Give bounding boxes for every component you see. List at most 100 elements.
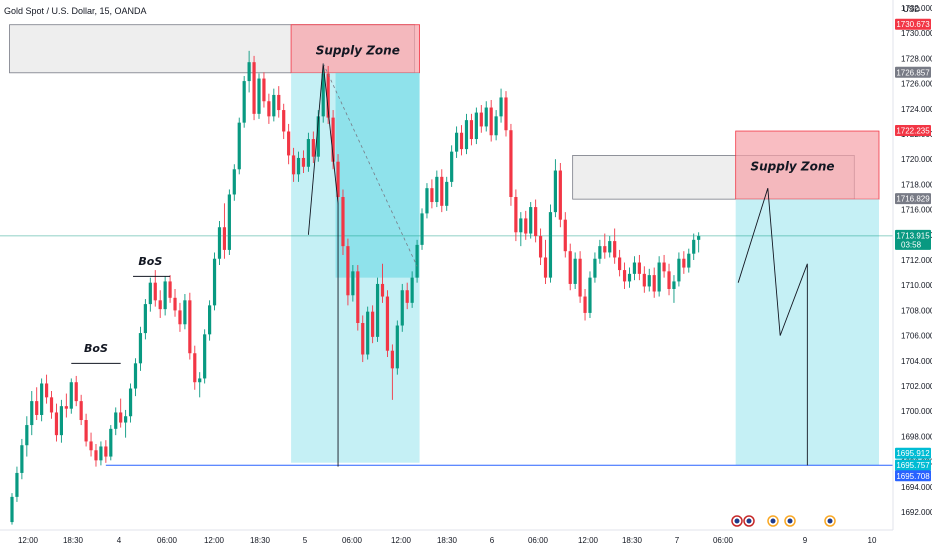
- candle: [148, 277, 152, 312]
- candle-body: [84, 420, 88, 442]
- price-tag-text: 1695.708: [896, 472, 930, 481]
- price-tag: 1695.912: [895, 447, 931, 459]
- candle-body: [573, 258, 577, 284]
- candle-body: [366, 311, 370, 355]
- candle-body: [351, 271, 355, 296]
- candle: [252, 55, 256, 121]
- candle-body: [10, 496, 14, 523]
- candle-body: [400, 290, 404, 326]
- candle: [603, 233, 607, 259]
- time-tick-label: 06:00: [528, 536, 549, 545]
- candle-body: [25, 425, 29, 446]
- candle: [257, 73, 261, 119]
- economic-event-icon: [824, 515, 836, 527]
- candle: [682, 251, 686, 274]
- annotations-layer: Supply Zone Supply Zone BoS BoS: [71, 44, 835, 364]
- candle-body: [173, 297, 177, 311]
- candle: [618, 249, 622, 277]
- event-dot: [787, 518, 793, 524]
- price-tag-bg: [895, 66, 931, 78]
- candle-body: [652, 275, 656, 292]
- candle: [341, 189, 345, 255]
- candle: [287, 123, 291, 165]
- time-tick-label: 06:00: [713, 536, 734, 545]
- chart-title: Gold Spot / U.S. Dollar, 15, OANDA: [4, 6, 147, 16]
- horizontal-lines-layer: [0, 235, 893, 466]
- candle: [301, 150, 306, 174]
- time-tick-label: 18:30: [250, 536, 271, 545]
- candle: [509, 123, 513, 206]
- event-dot: [770, 518, 776, 524]
- candle-body: [514, 197, 518, 233]
- candle-body: [153, 282, 157, 301]
- candle: [247, 50, 251, 93]
- candle: [538, 228, 543, 266]
- candle-body: [440, 176, 444, 206]
- price-tick-label: 1720.000: [901, 155, 932, 164]
- candle-body: [627, 273, 632, 282]
- candle: [74, 375, 78, 407]
- candle-body: [40, 383, 44, 415]
- candle: [519, 212, 523, 247]
- candle-body: [119, 412, 123, 423]
- candle: [652, 267, 656, 298]
- candle-body: [44, 383, 49, 398]
- price-tick-label: 1724.000: [901, 105, 932, 114]
- candle-body: [697, 236, 701, 240]
- candle: [59, 399, 63, 443]
- candle: [425, 183, 429, 219]
- candle-body: [336, 161, 340, 197]
- candle: [198, 372, 202, 398]
- projection-path-1: [307, 63, 339, 467]
- candle-body: [553, 170, 557, 213]
- candle: [311, 131, 315, 163]
- price-tag-text: 1722.235: [896, 127, 930, 136]
- candle-body: [15, 472, 19, 497]
- candle-body: [64, 406, 68, 409]
- candle: [588, 271, 592, 318]
- candle-body: [94, 450, 98, 461]
- candle: [143, 299, 147, 340]
- candle: [222, 203, 227, 259]
- candle: [124, 409, 128, 438]
- price-tag: 1726.857: [895, 66, 931, 78]
- candle: [469, 113, 474, 146]
- candle-body: [257, 78, 261, 114]
- candle-body: [212, 258, 217, 306]
- candle: [697, 232, 701, 253]
- zone-cyan-dark-3: [335, 72, 420, 278]
- candle-body: [262, 78, 266, 102]
- candle-body: [49, 397, 54, 413]
- candle: [15, 466, 19, 502]
- candle: [553, 159, 557, 218]
- candle: [642, 266, 646, 293]
- candle-body: [203, 334, 207, 379]
- price-tick-label: 1710.000: [901, 281, 932, 290]
- candle: [662, 254, 666, 278]
- candle-body: [662, 262, 666, 272]
- supply-zone-1-label: Supply Zone: [316, 44, 400, 58]
- candle-body: [415, 244, 419, 278]
- candle-body: [321, 73, 325, 117]
- candle: [168, 275, 172, 303]
- price-tag: 1722.235: [895, 125, 931, 137]
- candle-body: [687, 253, 691, 268]
- candle: [489, 99, 493, 142]
- candle: [410, 271, 414, 308]
- price-tick-label: 1716.000: [901, 206, 932, 215]
- candle: [598, 239, 602, 264]
- candle: [548, 204, 553, 283]
- bos-2-label: BoS: [138, 255, 162, 268]
- event-dot: [734, 518, 740, 524]
- time-tick-label: 06:00: [157, 536, 178, 545]
- candle-body: [168, 281, 172, 298]
- candle: [543, 239, 548, 284]
- price-tag-bg: [895, 193, 931, 205]
- candle-body: [227, 194, 231, 250]
- price-axis: 1732.000 1730.000 1728.000 1726.000 1724.000…: [892, 0, 932, 530]
- candle-body: [371, 311, 375, 337]
- candle-body: [143, 304, 147, 334]
- price-tick-label: 1694.000: [901, 483, 932, 492]
- candle-body: [450, 151, 454, 182]
